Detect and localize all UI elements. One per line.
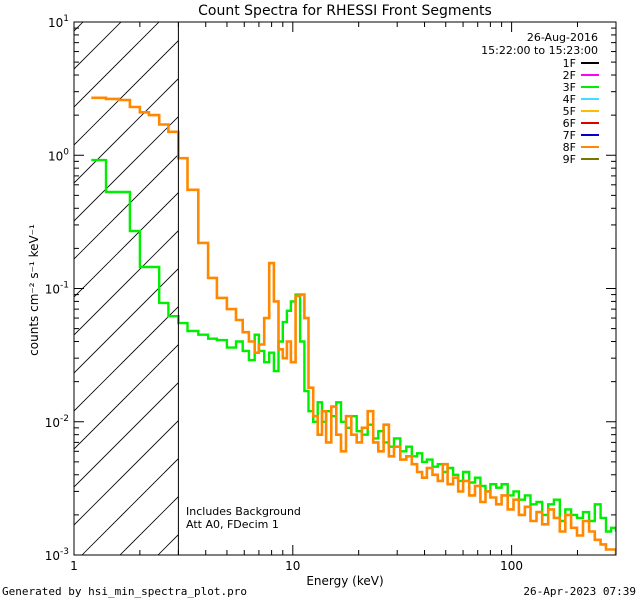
y-tick-exponent: 0 bbox=[63, 147, 69, 157]
y-tick-exponent: -2 bbox=[60, 414, 69, 424]
hatch-line bbox=[74, 22, 160, 108]
header-time: 15:22:00 to 15:23:00 bbox=[481, 44, 598, 57]
x-tick-label: 1 bbox=[70, 559, 78, 573]
hatch-line bbox=[74, 116, 179, 222]
x-axis-label: Energy (keV) bbox=[306, 574, 383, 588]
x-tick-label: 10 bbox=[285, 559, 300, 573]
hatch-line bbox=[74, 420, 179, 526]
legend-label-5F: 5F bbox=[563, 105, 576, 118]
hatch-line bbox=[74, 40, 179, 146]
hatch-line bbox=[74, 344, 179, 450]
hatch-line bbox=[234, 0, 640, 555]
hatch-line bbox=[74, 22, 122, 70]
y-tick-base: 10 bbox=[48, 149, 63, 163]
y-tick-base: 10 bbox=[45, 416, 60, 430]
series-layer bbox=[91, 96, 616, 555]
y-tick-base: 10 bbox=[45, 549, 60, 563]
y-tick-exponent: -3 bbox=[60, 547, 69, 557]
hatch-line bbox=[74, 154, 179, 260]
hatch-line bbox=[74, 230, 179, 336]
hatch-line bbox=[74, 192, 179, 298]
legend-label-4F: 4F bbox=[563, 93, 576, 106]
legend-label-7F: 7F bbox=[563, 129, 576, 142]
series-8F bbox=[91, 96, 616, 555]
y-tick-base: 10 bbox=[48, 16, 63, 30]
y-tick-label: 101 bbox=[48, 14, 69, 30]
hatch-line bbox=[74, 78, 179, 184]
x-axis: 1 10 100 bbox=[70, 22, 617, 573]
y-axis-label: counts cm⁻² s⁻¹ keV⁻¹ bbox=[27, 224, 41, 356]
hatch-line bbox=[81, 458, 179, 555]
header-date: 26-Aug-2016 bbox=[527, 31, 598, 44]
y-tick-label: 100 bbox=[48, 147, 69, 163]
legend-label-8F: 8F bbox=[563, 141, 576, 154]
annotation-includes-background: Includes Background bbox=[186, 505, 301, 518]
y-tick-base: 10 bbox=[45, 283, 60, 297]
hatch-line bbox=[74, 306, 179, 412]
series-3F bbox=[91, 158, 616, 533]
legend-label-6F: 6F bbox=[563, 117, 576, 130]
legend-label-2F: 2F bbox=[563, 69, 576, 82]
footer-generated-by: Generated by hsi_min_spectra_plot.pro bbox=[2, 585, 248, 598]
legend-label-1F: 1F bbox=[563, 57, 576, 70]
legend-label-9F: 9F bbox=[563, 153, 576, 166]
y-tick-exponent: -1 bbox=[60, 281, 69, 291]
y-tick-label: 10-2 bbox=[45, 414, 69, 430]
hatched-excluded-region bbox=[74, 0, 640, 555]
footer-timestamp: 26-Apr-2023 07:39 bbox=[523, 585, 636, 598]
y-tick-exponent: 1 bbox=[63, 14, 69, 24]
x-tick-label: 100 bbox=[500, 559, 523, 573]
annotation-attenuator: Att A0, FDecim 1 bbox=[186, 518, 279, 531]
y-tick-label: 10-1 bbox=[45, 281, 69, 297]
hatch-line bbox=[272, 0, 640, 555]
legend-label-3F: 3F bbox=[563, 81, 576, 94]
y-tick-label: 10-3 bbox=[45, 547, 69, 563]
hatch-line bbox=[74, 382, 179, 488]
chart-title: Count Spectra for RHESSI Front Segments bbox=[198, 3, 492, 19]
